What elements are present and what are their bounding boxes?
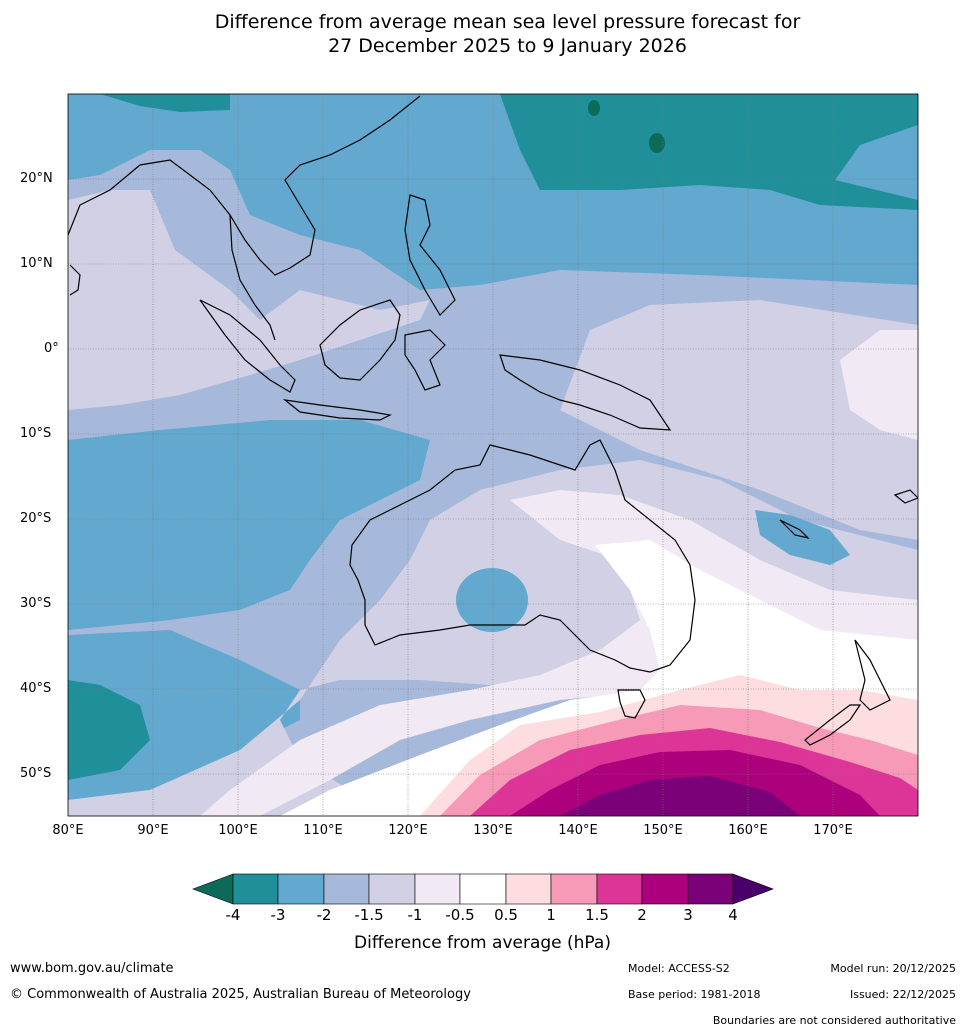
- region-east-minus1: [840, 330, 918, 440]
- legend-tick-10: 2: [637, 906, 647, 924]
- lon-label-110e: 110°E: [303, 823, 343, 838]
- coast-mainland-se-asia: [68, 95, 421, 276]
- footer-disclaimer: Boundaries are not considered authoritat…: [712, 1014, 956, 1027]
- lon-label-150e: 150°E: [643, 823, 683, 838]
- footer-model-run: Model run: 20/12/2025: [830, 962, 956, 975]
- coast-borneo: [319, 299, 401, 381]
- lat-label-40s: 40°S: [20, 681, 52, 696]
- legend-tick-2: -3: [270, 906, 286, 924]
- lon-label-90e: 90°E: [137, 823, 169, 838]
- region-northwest-minus15: [68, 190, 430, 410]
- coast-java: [282, 399, 392, 421]
- legend-tick-4: -1.5: [354, 906, 384, 924]
- footer-model: Model: ACCESS-S2: [628, 962, 730, 975]
- region-aus-central-minus3: [456, 568, 528, 632]
- coast-sulawesi: [404, 329, 446, 391]
- region-north-below-minus4-a: [588, 100, 600, 116]
- lon-label-170e: 170°E: [813, 823, 853, 838]
- legend-tick-5: -1: [407, 906, 423, 924]
- lat-label-50s: 50°S: [20, 766, 52, 781]
- footer-base-period: Base period: 1981-2018: [628, 988, 761, 1001]
- lat-label-30s: 30°S: [20, 596, 52, 611]
- coast-fiji: [893, 489, 918, 504]
- coast-philippines: [404, 194, 456, 316]
- region-east-minus15: [560, 300, 918, 540]
- legend-tick-11: 3: [683, 906, 693, 924]
- coast-new-guinea: [499, 354, 672, 431]
- coast-new-zealand-north: [854, 639, 891, 711]
- lon-label-130e: 130°E: [473, 823, 513, 838]
- legend-tick-9: 1.5: [585, 906, 609, 924]
- coastlines: [68, 95, 918, 746]
- legend-tick-12: 4: [728, 906, 738, 924]
- title-line-1: Difference from average mean sea level p…: [214, 11, 801, 33]
- lat-label-20n: 20°N: [20, 171, 53, 186]
- coast-new-zealand-south: [804, 704, 862, 746]
- region-coral-minus3: [755, 510, 850, 565]
- footer-copyright: © Commonwealth of Australia 2025, Austra…: [10, 987, 471, 1002]
- coast-tasmania: [617, 689, 646, 719]
- lat-label-10s: 10°S: [20, 426, 52, 441]
- coast-australia: [349, 439, 696, 673]
- title-line-2: 27 December 2025 to 9 January 2026: [328, 35, 687, 57]
- region-northwest-minus4: [100, 94, 230, 112]
- region-southwest-minus4: [68, 680, 150, 780]
- region-north-minus4: [500, 94, 918, 210]
- lon-label-140e: 140°E: [558, 823, 598, 838]
- chart-title: Difference from average mean sea level p…: [0, 10, 965, 58]
- legend-tick-6: -0.5: [445, 906, 475, 924]
- coast-malay-peninsula: [229, 214, 276, 341]
- coast-new-caledonia: [779, 519, 810, 540]
- lon-label-160e: 160°E: [728, 823, 768, 838]
- legend-title: Difference from average (hPa): [354, 933, 611, 953]
- region-north-below-minus4-b: [649, 133, 665, 153]
- graticule: [68, 94, 918, 816]
- lat-label-0: 0°: [44, 341, 59, 356]
- lon-label-120e: 120°E: [388, 823, 428, 838]
- legend-tick-3: -2: [316, 906, 332, 924]
- coast-sri-lanka: [69, 264, 81, 296]
- footer-issued: Issued: 22/12/2025: [849, 988, 956, 1001]
- legend-tick-7: 0.5: [494, 906, 518, 924]
- lat-label-20s: 20°S: [20, 511, 52, 526]
- lat-label-10n: 10°N: [20, 256, 53, 271]
- lon-label-100e: 100°E: [218, 823, 258, 838]
- region-west-minus3: [68, 420, 430, 630]
- legend-tick-1: -4: [225, 906, 241, 924]
- footer-website[interactable]: www.bom.gov.au/climate: [10, 961, 174, 976]
- region-aus-minus1: [200, 490, 918, 816]
- map-frame: [67, 93, 919, 817]
- legend-tick-8: 1: [546, 906, 556, 924]
- lon-label-80e: 80°E: [52, 823, 84, 838]
- region-se-p3: [560, 776, 800, 816]
- coast-sumatra: [199, 299, 296, 393]
